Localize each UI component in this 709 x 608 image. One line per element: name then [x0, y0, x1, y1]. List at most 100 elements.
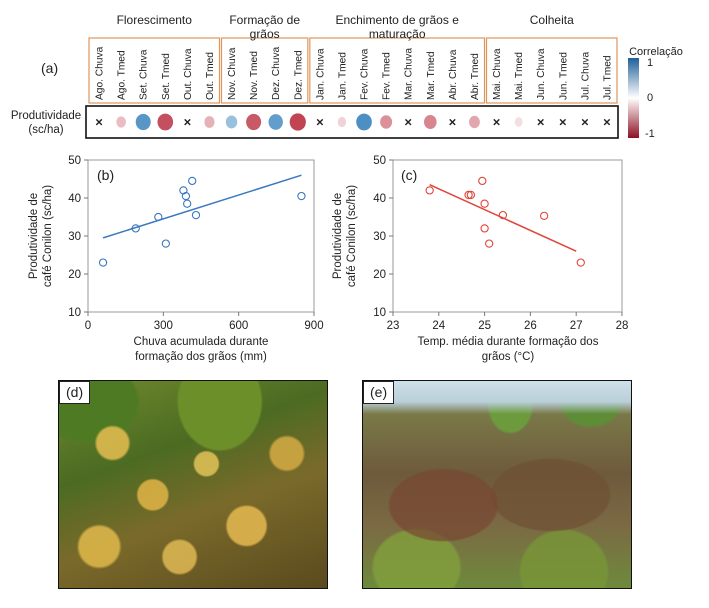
column-label: Set. Tmed [161, 53, 172, 100]
group-box-3 [485, 37, 618, 104]
trend-line [102, 174, 302, 239]
plot-c-xlabel-line2: grãos (°C) [482, 351, 535, 363]
plot-c-ylabel-line2: café Conilon (sc/ha) [346, 185, 358, 287]
plot-b-xlabel-line2: formação dos grãos (mm) [135, 351, 267, 363]
plot-b-ylabel-line2: café Conilon (sc/ha) [42, 185, 54, 287]
column-label: Abr. Tmed [470, 53, 481, 100]
heatmap-cell [135, 113, 151, 131]
scatter-point [183, 199, 192, 208]
heatmap-row-frame [85, 105, 619, 139]
plot-c-marks [425, 176, 585, 267]
scatter-point [576, 258, 585, 267]
x-tick-label: 25 [478, 320, 491, 332]
y-tick-label: 50 [373, 155, 386, 167]
scatter-point [188, 176, 197, 186]
group-box-2 [309, 37, 486, 104]
plot-b-marks [98, 174, 306, 267]
heatmap-cell-empty: × [95, 115, 103, 130]
heatmap-cell [157, 113, 174, 131]
column-label: Dez. Chuva [271, 46, 282, 100]
x-tick-label: 900 [304, 320, 323, 332]
x-tick-label: 26 [524, 320, 537, 332]
plot-b-frame [87, 159, 315, 313]
heatmap-cell-empty: × [449, 115, 457, 130]
group-box-0 [88, 37, 221, 104]
group-title-3-0: Colheita [530, 13, 574, 27]
column-label: Set. Chuva [139, 49, 150, 100]
x-tick-label: 600 [229, 320, 248, 332]
row-label-line2: (sc/ha) [28, 124, 63, 136]
panel-label-c: (c) [401, 167, 417, 183]
x-tick-label: 28 [616, 320, 629, 332]
column-label: Mai. Chuva [492, 48, 503, 100]
plot-c-frame [392, 159, 623, 313]
colorbar-title: Correlação [629, 46, 683, 58]
heatmap-cell [380, 115, 393, 129]
heatmap-cell [356, 113, 372, 131]
x-tick-label: 300 [154, 320, 173, 332]
column-label: Out. Chuva [183, 48, 194, 100]
heatmap-cell [469, 115, 480, 129]
column-label: Nov. Chuva [227, 47, 238, 100]
heatmap-cell-empty: × [316, 115, 324, 130]
group-box-1 [220, 37, 309, 104]
scatter-point [425, 186, 434, 195]
heatmap-cell [289, 113, 306, 131]
plot-b-xlabel-line1: Chuva acumulada durante [134, 336, 269, 348]
plot-c-xlabel-line1: Temp. média durante formação dos [418, 336, 599, 348]
colorbar: Correlação 1 0 -1 [628, 46, 683, 140]
row-label-line1: Produtividade [11, 110, 81, 122]
column-label: Mar. Chuva [404, 48, 415, 100]
scatter-temperature: (c) 10 20 30 40 50 23 24 25 26 27 28 Temp. média d… [332, 155, 628, 363]
y-tick-label: 30 [373, 231, 386, 243]
group-title-2-0: Enchimento de grãos e [335, 13, 459, 27]
x-tick-label: 0 [85, 320, 91, 332]
heatmap-cell-empty: × [184, 115, 192, 130]
scatter-point [181, 191, 191, 201]
heatmap-cell [246, 113, 262, 131]
x-tick-label: 24 [432, 320, 445, 332]
column-label: Jun. Chuva [536, 48, 547, 100]
panel-label-d: (d) [59, 381, 91, 404]
y-tick-label: 20 [68, 269, 81, 281]
column-label: Mar. Tmed [426, 51, 437, 100]
heatmap-cells: × × × × × × × × × × [95, 113, 611, 131]
colorbar-tick-1: 1 [647, 57, 653, 69]
column-label: Nov. Tmed [249, 51, 260, 100]
plot-b-ylabel-line1: Produtividade de [28, 193, 40, 279]
group-title-1-0: Formação de [229, 13, 300, 27]
column-label: Jul. Tmed [602, 55, 613, 100]
heatmap-cell [204, 116, 215, 128]
column-label: Jun. Tmed [558, 52, 569, 100]
column-label: Jul. Chuva [580, 52, 591, 100]
panel-label-b: (b) [97, 167, 114, 183]
column-label: Abr. Chuva [448, 49, 459, 100]
heatmap-cell [337, 116, 347, 128]
heatmap-cell-empty: × [603, 115, 611, 130]
y-tick-label: 40 [68, 193, 81, 205]
y-tick-label: 20 [373, 269, 386, 281]
column-label: Mai. Tmed [514, 52, 525, 100]
scatter-point [297, 191, 306, 201]
scatter-point [480, 199, 489, 208]
column-label: Fev. Chuva [360, 48, 371, 100]
trend-line [429, 184, 577, 252]
heatmap-cell [116, 116, 126, 128]
plot-c-ylabel-line1: Produtividade de [332, 193, 344, 279]
heatmap-cell-empty: × [404, 115, 412, 130]
column-label: Fev. Tmed [382, 52, 393, 100]
scatter-point [466, 190, 476, 200]
column-label: Ago. Tmed [117, 50, 128, 100]
scatter-point [485, 239, 494, 248]
heatmap-cell-empty: × [537, 115, 545, 130]
scatter-point [154, 212, 163, 222]
x-tick-label: 27 [570, 320, 583, 332]
y-tick-label: 40 [373, 193, 386, 205]
y-tick-label: 10 [373, 307, 386, 319]
column-label: Jan. Chuva [315, 48, 326, 100]
heatmap-cell-empty: × [581, 115, 589, 130]
column-label: Dez. Tmed [293, 50, 304, 100]
scatter-point [480, 224, 489, 233]
scatter-point [191, 210, 201, 220]
photo-coffee-healthy: (d) [58, 380, 328, 589]
